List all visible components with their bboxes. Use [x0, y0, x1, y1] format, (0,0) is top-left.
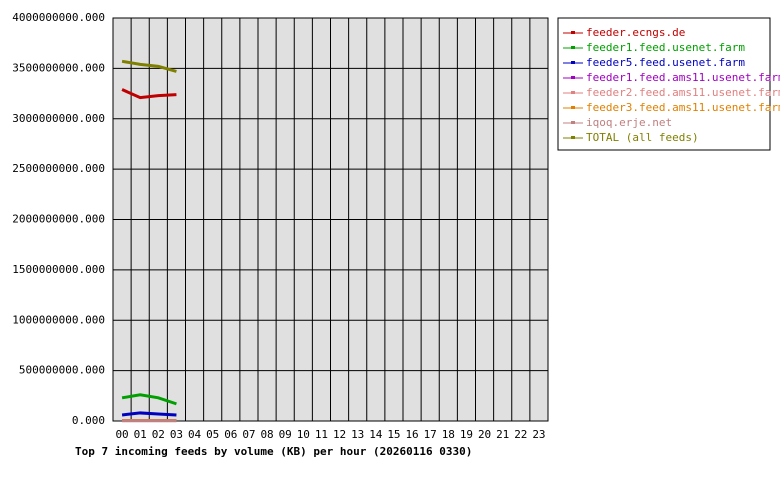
- legend-box: [557, 17, 771, 151]
- y-tick-label: 0.000: [72, 414, 105, 427]
- x-tick-label: 16: [405, 428, 418, 441]
- x-tick-label: 15: [387, 428, 400, 441]
- x-tick-label: 18: [442, 428, 455, 441]
- legend-dot: [571, 136, 575, 139]
- y-tick-label: 4000000000.000: [12, 11, 105, 24]
- x-tick-label: 03: [170, 428, 183, 441]
- x-tick-label: 21: [496, 428, 509, 441]
- x-tick-label: 07: [242, 428, 255, 441]
- legend-label: iqoq.erje.net: [586, 116, 672, 129]
- chart-title: Top 7 incoming feeds by volume (KB) per …: [75, 445, 472, 458]
- x-tick-label: 04: [188, 428, 202, 441]
- x-tick-label: 12: [333, 428, 346, 441]
- legend-label: feeder.ecngs.de: [586, 26, 685, 39]
- y-tick-label: 1500000000.000: [12, 263, 105, 276]
- legend-label: feeder1.feed.usenet.farm: [586, 41, 745, 54]
- x-tick-label: 23: [532, 428, 545, 441]
- legend-dot: [571, 91, 575, 94]
- x-tick-label: 14: [369, 428, 383, 441]
- y-tick-label: 500000000.000: [19, 364, 105, 377]
- x-tick-label: 22: [514, 428, 527, 441]
- legend-dot: [571, 76, 575, 79]
- x-tick-label: 01: [134, 428, 147, 441]
- y-tick-label: 3500000000.000: [12, 61, 105, 74]
- x-tick-label: 17: [424, 428, 437, 441]
- series-line: [121, 393, 177, 406]
- legend-dot: [571, 46, 575, 49]
- y-tick-label: 2500000000.000: [12, 162, 105, 175]
- series-line: [121, 88, 177, 100]
- y-tick-label: 1000000000.000: [12, 313, 105, 326]
- x-tick-label: 05: [206, 428, 219, 441]
- legend-label: feeder2.feed.ams11.usenet.farm: [586, 86, 780, 99]
- x-tick-label: 13: [351, 428, 364, 441]
- legend-dot: [571, 106, 575, 109]
- legend-label: feeder1.feed.ams11.usenet.farm: [586, 71, 780, 84]
- series-line: [121, 411, 177, 417]
- legend-label: TOTAL (all feeds): [586, 131, 699, 144]
- legend-dot: [571, 31, 575, 34]
- plot-border: [112, 17, 549, 422]
- legend-label: feeder3.feed.ams11.usenet.farm: [586, 101, 780, 114]
- x-tick-label: 06: [224, 428, 237, 441]
- x-tick-label: 11: [315, 428, 328, 441]
- x-tick-label: 00: [115, 428, 128, 441]
- x-tick-label: 20: [478, 428, 491, 441]
- series-line: [121, 59, 177, 73]
- x-tick-label: 09: [279, 428, 292, 441]
- x-tick-label: 19: [460, 428, 473, 441]
- legend-dot: [571, 121, 575, 124]
- y-tick-label: 3000000000.000: [12, 112, 105, 125]
- x-tick-label: 08: [260, 428, 273, 441]
- legend-label: feeder5.feed.usenet.farm: [586, 56, 745, 69]
- y-tick-label: 2000000000.000: [12, 213, 105, 226]
- x-tick-label: 02: [152, 428, 165, 441]
- legend-dot: [571, 61, 575, 64]
- x-tick-label: 10: [297, 428, 310, 441]
